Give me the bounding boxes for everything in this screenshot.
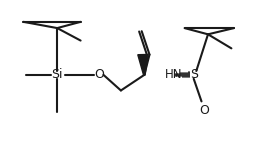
Text: S: S — [190, 68, 198, 81]
Polygon shape — [138, 54, 148, 75]
Text: Si: Si — [51, 68, 63, 81]
Text: O: O — [94, 68, 104, 81]
Text: HN: HN — [165, 68, 183, 81]
Text: O: O — [199, 104, 209, 117]
